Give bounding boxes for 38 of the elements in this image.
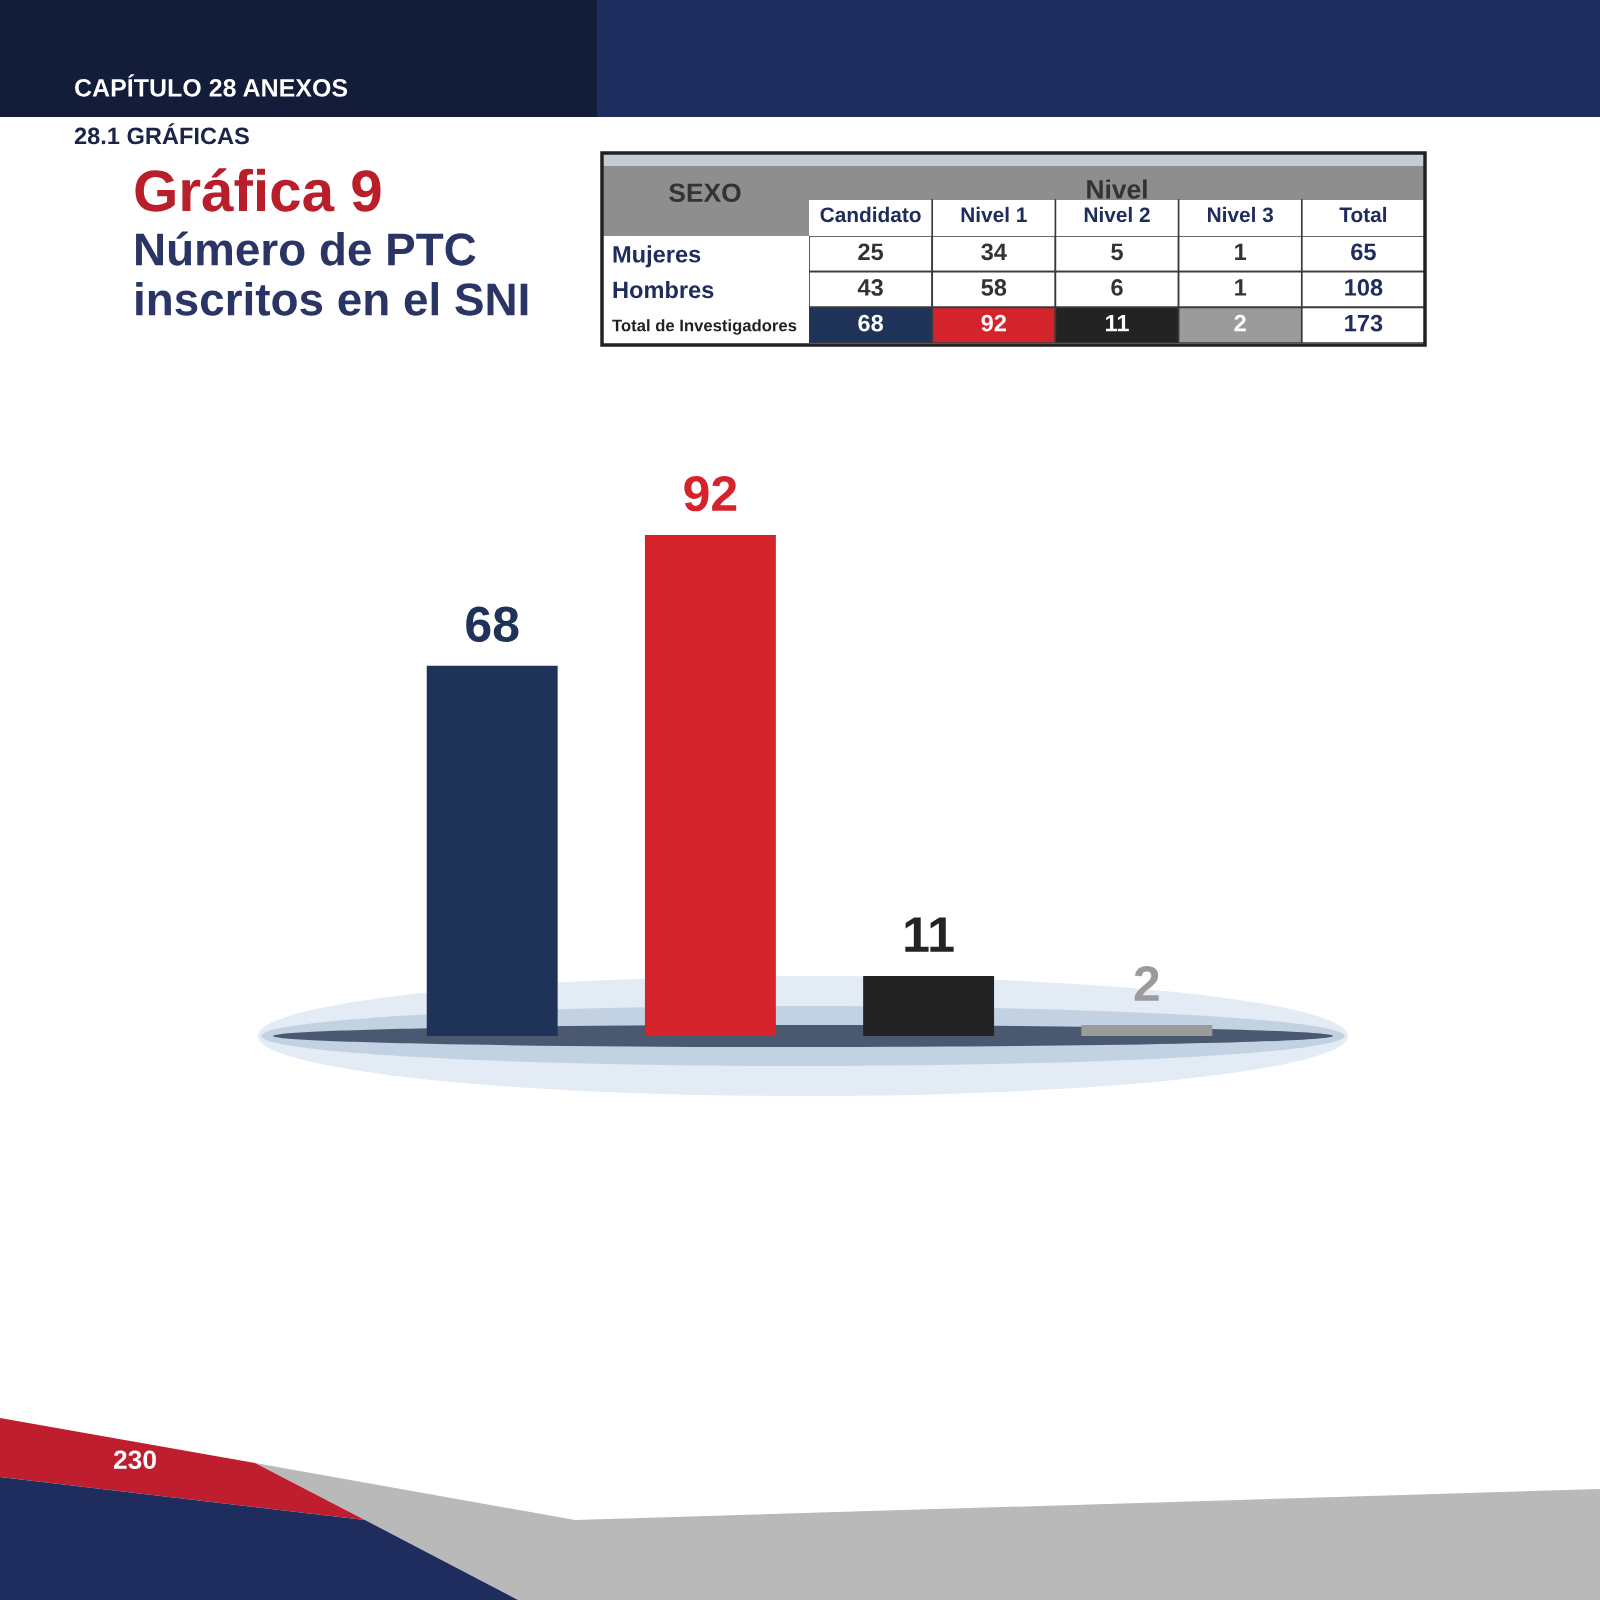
data-label: 173 <box>1345 314 1383 332</box>
bar <box>426 665 558 1036</box>
data-label: 2 <box>1234 314 1246 332</box>
data-label: 108 <box>1345 279 1383 296</box>
bar <box>644 535 776 1036</box>
data-label: 25 <box>858 243 884 261</box>
y-axis-title: SEXO <box>669 183 741 203</box>
x-tick-label: Nivel 2 <box>1084 206 1150 223</box>
data-label: 6 <box>1111 279 1123 296</box>
x-tick-label: Total <box>1339 206 1387 223</box>
x-tick-label: Nivel 1 <box>961 206 1027 223</box>
text: 28.1 GRÁFICAS <box>74 123 249 145</box>
y-tick-label: Mujeres <box>613 245 701 268</box>
data-label: 11 <box>905 917 954 952</box>
data-label: 68 <box>858 314 884 332</box>
x-tick-label: Candidato <box>820 206 921 223</box>
text: Número de PTC inscritos en el SNI <box>136 231 528 316</box>
text: CAPÍTULO 28 ANEXOS <box>75 74 348 97</box>
data-label: 34 <box>981 243 1007 261</box>
x-axis-title: Nivel <box>1087 179 1147 199</box>
text: 230 <box>113 1450 156 1470</box>
data-label: 1 <box>1235 279 1247 296</box>
bar <box>1081 1025 1213 1036</box>
data-label: 58 <box>981 279 1007 296</box>
data-label: 92 <box>981 314 1006 332</box>
bar <box>863 976 995 1036</box>
y-tick-label: Total de Investigadores <box>612 319 797 335</box>
data-label: 2 <box>1134 965 1159 1001</box>
data-label: 11 <box>1106 315 1129 332</box>
data-label: 65 <box>1351 243 1376 261</box>
data-label: 1 <box>1235 243 1247 260</box>
text: Gráfica 9 <box>135 168 381 212</box>
data-label: 5 <box>1111 243 1123 261</box>
x-tick-label: Nivel 3 <box>1208 206 1274 223</box>
data-label: 92 <box>684 475 737 512</box>
data-label: 43 <box>857 279 883 296</box>
y-tick-label: Hombres <box>613 280 714 299</box>
data-label: 68 <box>466 606 519 643</box>
